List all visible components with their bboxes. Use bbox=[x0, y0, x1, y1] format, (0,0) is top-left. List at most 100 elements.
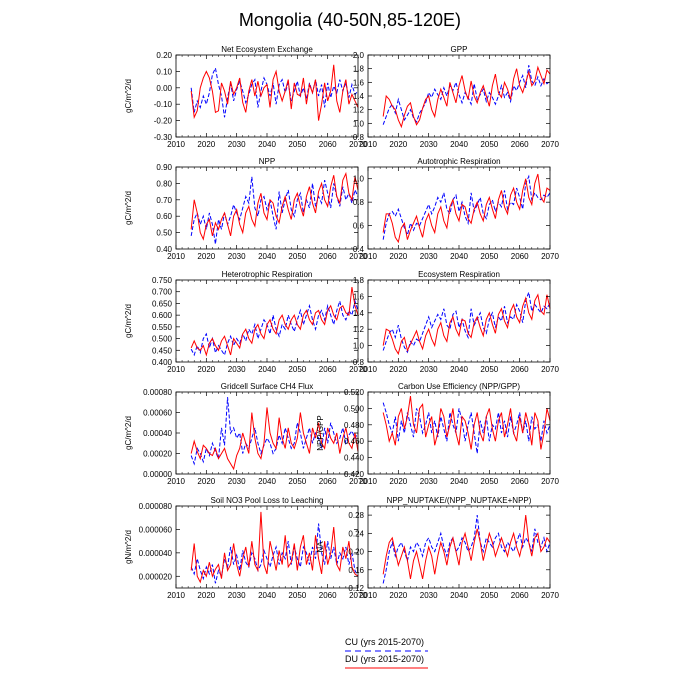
series-line-du bbox=[382, 65, 551, 129]
y-tick-label: 0.00080 bbox=[143, 388, 172, 397]
panel-soil-no3-pool-loss-to-leaching: Soil NO3 Pool Loss to Leaching gN/m^2/d 20… bbox=[124, 496, 367, 600]
series-line-du bbox=[190, 407, 359, 471]
x-tick-label: 2030 bbox=[420, 252, 438, 261]
x-tick-label: 2020 bbox=[197, 140, 215, 149]
x-tick-label: 2030 bbox=[228, 252, 246, 261]
series-line-cu bbox=[382, 65, 551, 125]
panel-title: Carbon Use Efficiency (NPP/GPP) bbox=[398, 382, 520, 391]
series-line-du bbox=[190, 171, 359, 241]
series-line-du bbox=[190, 511, 359, 584]
series-line-du bbox=[190, 286, 359, 357]
series-line-cu bbox=[382, 174, 551, 240]
x-tick-label: 2070 bbox=[349, 591, 367, 600]
y-tick-label: 0.8 bbox=[353, 198, 365, 207]
x-tick-label: 2040 bbox=[450, 140, 468, 149]
x-tick-label: 2050 bbox=[480, 365, 498, 374]
x-tick-label: 2060 bbox=[511, 365, 529, 374]
x-tick-label: 2030 bbox=[228, 140, 246, 149]
y-tick-label: 0.8 bbox=[353, 358, 365, 367]
y-tick-label: 0.20 bbox=[156, 51, 172, 60]
y-tick-label: 0.90 bbox=[156, 163, 172, 172]
y-axis-label: gC/m^2/d bbox=[124, 191, 133, 225]
x-tick-label: 2050 bbox=[480, 252, 498, 261]
series-line-cu bbox=[382, 402, 551, 454]
y-tick-label: 0.480 bbox=[344, 421, 365, 430]
y-tick-label: 1.0 bbox=[353, 119, 365, 128]
y-tick-label: 0.70 bbox=[156, 196, 172, 205]
y-tick-label: 0.4 bbox=[353, 245, 365, 254]
y-tick-label: 0.000040 bbox=[139, 549, 173, 558]
x-tick-label: 2040 bbox=[450, 365, 468, 374]
y-tick-label: 0.8 bbox=[353, 133, 365, 142]
x-tick-label: 2050 bbox=[480, 140, 498, 149]
y-tick-label: 0.00060 bbox=[143, 409, 172, 418]
y-tick-label: 0.10 bbox=[156, 67, 172, 76]
x-tick-label: 2030 bbox=[228, 477, 246, 486]
x-tick-label: 2020 bbox=[389, 140, 407, 149]
y-tick-label: 0.650 bbox=[152, 299, 173, 308]
x-tick-label: 2030 bbox=[420, 477, 438, 486]
x-tick-label: 2010 bbox=[167, 477, 185, 486]
y-tick-label: -0.10 bbox=[154, 100, 173, 109]
series-line-du bbox=[382, 515, 551, 579]
x-tick-label: 2040 bbox=[258, 365, 276, 374]
panel-grid: Net Ecosystem Exchange gC/m^2/d 2010 2020 20… bbox=[124, 45, 559, 600]
x-tick-label: 2020 bbox=[197, 591, 215, 600]
x-tick-label: 2070 bbox=[349, 140, 367, 149]
x-tick-label: 2020 bbox=[389, 477, 407, 486]
series-line-cu bbox=[382, 515, 551, 584]
y-tick-label: 0.450 bbox=[152, 346, 173, 355]
y-tick-label: 0.24 bbox=[348, 529, 364, 538]
y-tick-label: 0.16 bbox=[348, 566, 364, 575]
y-tick-label: 0.6 bbox=[353, 222, 365, 231]
x-tick-label: 2060 bbox=[511, 252, 529, 261]
y-tick-label: 0.700 bbox=[152, 288, 173, 297]
x-tick-label: 2070 bbox=[541, 252, 559, 261]
plot-frame bbox=[175, 279, 359, 363]
panel-title: Heterotrophic Respiration bbox=[222, 270, 313, 279]
y-tick-label: -0.30 bbox=[154, 133, 173, 142]
y-tick-label: 0.600 bbox=[152, 311, 173, 320]
y-tick-label: 0.00020 bbox=[143, 450, 172, 459]
y-tick-label: 1.2 bbox=[353, 106, 365, 115]
series-line-cu bbox=[190, 176, 359, 245]
panel-npp-nuptake-npp-nuptake-npp: NPP_NUPTAKE/(NPP_NUPTAKE+NPP) NA 2010 2020 2… bbox=[316, 496, 559, 600]
x-tick-label: 2030 bbox=[420, 591, 438, 600]
series-line-du bbox=[382, 396, 551, 450]
panel-carbon-use-efficiency-npp-gpp: Carbon Use Efficiency (NPP/GPP) NPP/GPP 20… bbox=[316, 382, 559, 486]
y-tick-label: 0.28 bbox=[348, 511, 364, 520]
panel-title: Ecosystem Respiration bbox=[418, 270, 500, 279]
x-tick-label: 2050 bbox=[480, 591, 498, 600]
series-line-cu bbox=[190, 299, 359, 357]
x-tick-label: 2060 bbox=[319, 252, 337, 261]
x-tick-label: 2020 bbox=[389, 365, 407, 374]
x-tick-label: 2030 bbox=[420, 365, 438, 374]
x-tick-label: 2060 bbox=[511, 591, 529, 600]
y-tick-label: 0.400 bbox=[152, 358, 173, 367]
x-tick-label: 2010 bbox=[359, 252, 377, 261]
legend-label: DU (yrs 2015-2070) bbox=[345, 654, 424, 664]
y-axis-label: gC/m^2/d bbox=[124, 79, 133, 113]
x-tick-label: 2050 bbox=[480, 477, 498, 486]
series-line-du bbox=[190, 64, 359, 121]
y-tick-label: 0.40 bbox=[156, 245, 172, 254]
x-tick-label: 2020 bbox=[197, 365, 215, 374]
y-tick-label: 1.4 bbox=[353, 309, 365, 318]
x-tick-label: 2020 bbox=[389, 591, 407, 600]
legend-item-du: DU (yrs 2015-2070) bbox=[345, 654, 428, 669]
panel-title: Gridcell Surface CH4 Flux bbox=[221, 382, 313, 391]
legend: CU (yrs 2015-2070) DU (yrs 2015-2070) bbox=[345, 637, 428, 669]
y-tick-label: 1.6 bbox=[353, 78, 365, 87]
x-tick-label: 2020 bbox=[389, 252, 407, 261]
x-tick-label: 2050 bbox=[288, 591, 306, 600]
x-tick-label: 2010 bbox=[167, 252, 185, 261]
x-tick-label: 2050 bbox=[288, 365, 306, 374]
panel-title: Net Ecosystem Exchange bbox=[221, 45, 313, 54]
series-line-du bbox=[382, 173, 551, 244]
y-tick-label: 1.0 bbox=[353, 342, 365, 351]
x-tick-label: 2070 bbox=[541, 477, 559, 486]
y-tick-label: 0.80 bbox=[156, 179, 172, 188]
panel-title: Soil NO3 Pool Loss to Leaching bbox=[211, 496, 324, 505]
x-tick-label: 2060 bbox=[319, 591, 337, 600]
